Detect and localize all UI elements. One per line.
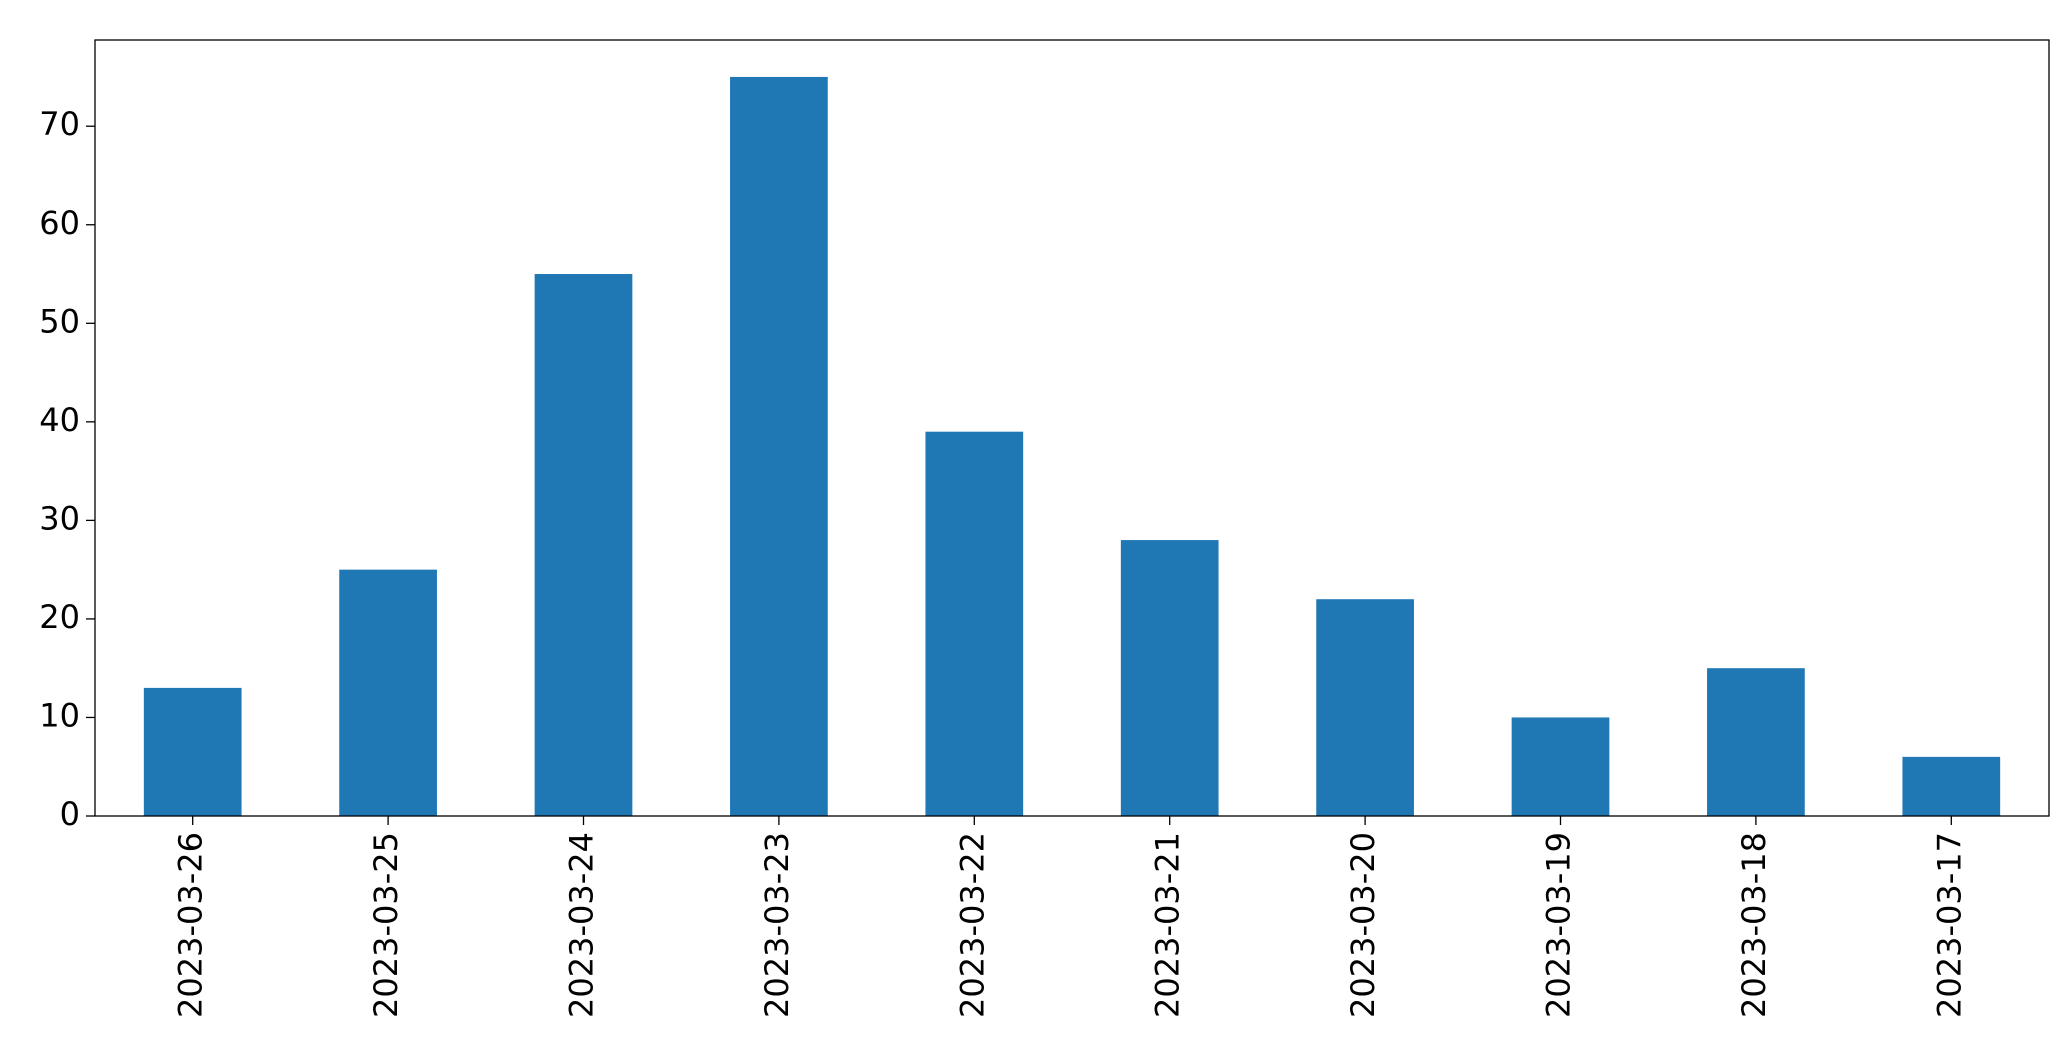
x-tick-label: 2023-03-20 [1344, 832, 1382, 1018]
x-tick-label: 2023-03-26 [172, 832, 210, 1018]
bar [1902, 756, 2001, 816]
x-tick-label: 2023-03-17 [1930, 832, 1968, 1018]
y-tick-label: 10 [39, 696, 80, 734]
y-tick-label: 60 [39, 204, 80, 242]
x-tick-label: 2023-03-18 [1735, 832, 1773, 1018]
bar [534, 274, 633, 816]
bar [925, 431, 1024, 816]
x-tick-label: 2023-03-23 [758, 832, 796, 1018]
y-tick-label: 30 [39, 499, 80, 537]
bar [730, 76, 828, 816]
y-tick-label: 40 [39, 401, 80, 439]
x-tick-label: 2023-03-21 [1149, 832, 1187, 1018]
bar [339, 569, 437, 816]
bar [1316, 599, 1414, 816]
x-tick-label: 2023-03-25 [367, 832, 405, 1018]
x-tick-label: 2023-03-24 [563, 832, 601, 1018]
y-tick-label: 20 [39, 598, 80, 636]
y-tick-label: 0 [60, 795, 80, 833]
bar [1511, 717, 1610, 816]
bar [143, 687, 242, 816]
x-tick-label: 2023-03-22 [953, 832, 991, 1018]
bar [1707, 668, 1805, 816]
y-tick-label: 50 [39, 302, 80, 340]
plot-frame [94, 39, 2050, 817]
x-tick-label: 2023-03-19 [1540, 832, 1578, 1018]
bar [1120, 540, 1219, 816]
y-tick-label: 70 [39, 105, 80, 143]
